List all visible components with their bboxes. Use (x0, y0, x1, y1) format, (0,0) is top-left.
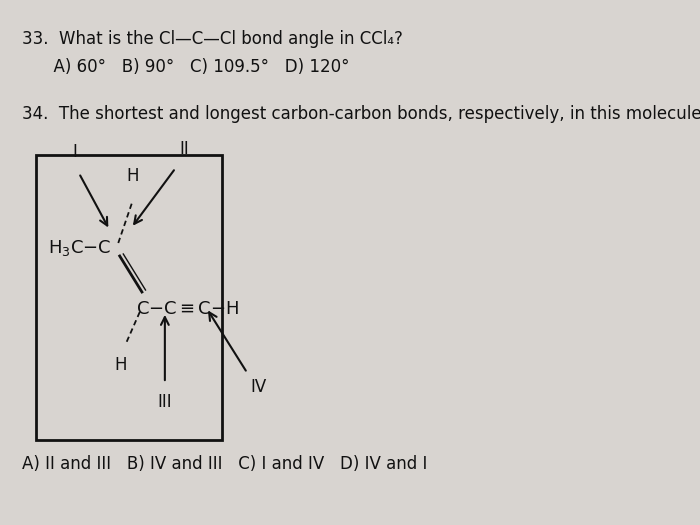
Text: H: H (114, 356, 127, 374)
Text: H$_3$C$-$C: H$_3$C$-$C (48, 238, 111, 258)
Text: A) II and III   B) IV and III   C) I and IV   D) IV and I: A) II and III B) IV and III C) I and IV … (22, 455, 427, 473)
Text: IV: IV (251, 378, 267, 396)
Text: I: I (73, 143, 78, 161)
Text: H: H (127, 167, 139, 185)
Text: A) 60°   B) 90°   C) 109.5°   D) 120°: A) 60° B) 90° C) 109.5° D) 120° (22, 58, 349, 76)
Text: 33.  What is the Cl—C—Cl bond angle in CCl₄?: 33. What is the Cl—C—Cl bond angle in CC… (22, 30, 402, 48)
Text: III: III (158, 393, 172, 411)
Text: 34.  The shortest and longest carbon-carbon bonds, respectively, in this molecul: 34. The shortest and longest carbon-carb… (22, 105, 700, 123)
Text: $-$C$\equiv$C$-$H: $-$C$\equiv$C$-$H (148, 300, 239, 318)
Bar (36, 155, 222, 440)
Text: II: II (179, 140, 189, 158)
Text: C: C (137, 300, 150, 318)
